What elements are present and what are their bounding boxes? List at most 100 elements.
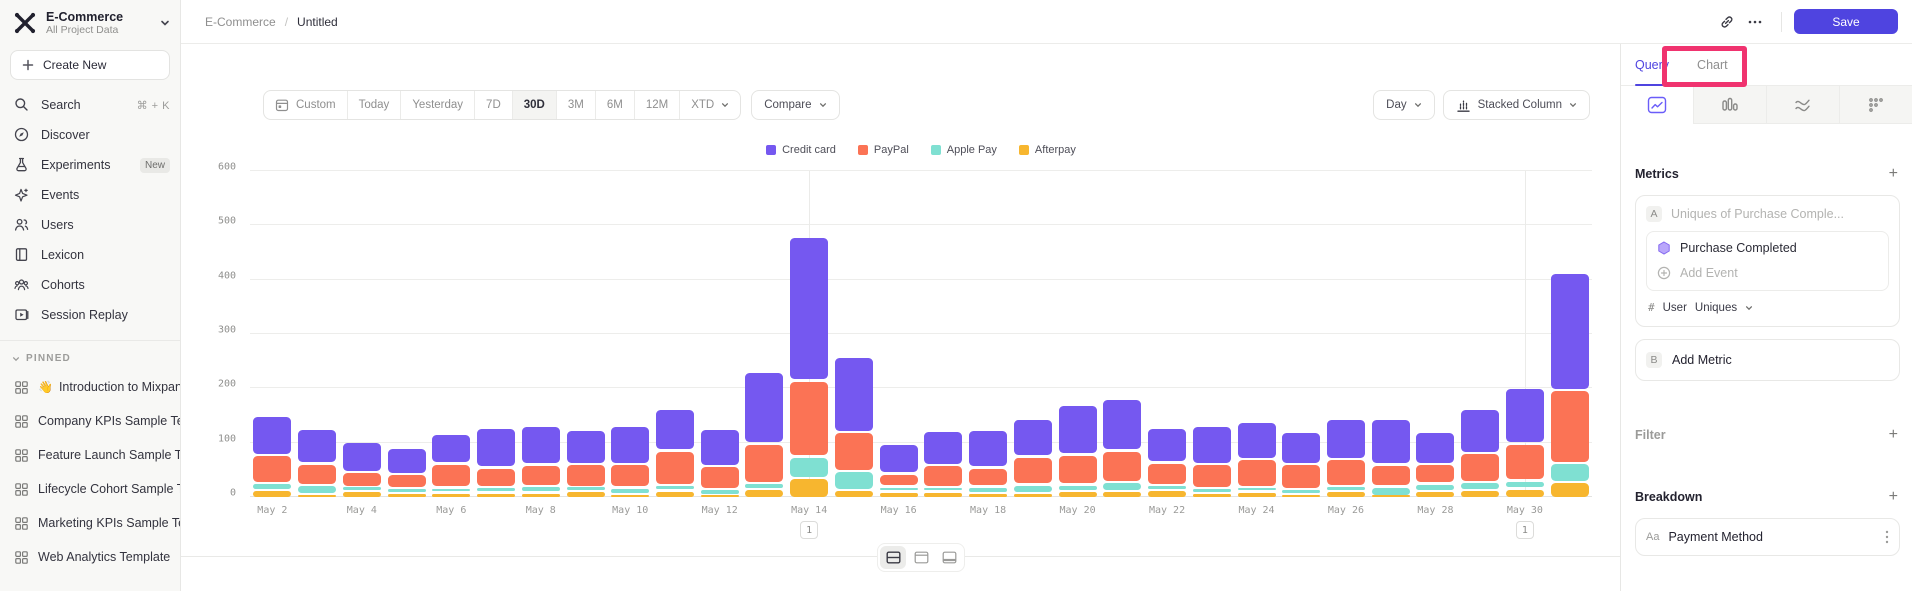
bar-segment-afterpay[interactable] (1058, 492, 1097, 497)
bar-segment-apple-pay[interactable] (342, 487, 381, 490)
bar-segment-apple-pay[interactable] (655, 486, 694, 490)
bar-segment-afterpay[interactable] (879, 492, 918, 497)
annotation-badge[interactable]: 1 (1515, 521, 1534, 539)
bar-segment-credit-card[interactable] (1103, 399, 1142, 450)
bar-segment-afterpay[interactable] (611, 494, 650, 497)
legend-item-credit-card[interactable]: Credit card (766, 144, 836, 156)
bar-segment-apple-pay[interactable] (253, 484, 292, 489)
kebab-menu-icon[interactable] (1885, 530, 1889, 544)
bar-segment-apple-pay[interactable] (387, 489, 426, 492)
bar-segment-apple-pay[interactable] (1371, 487, 1410, 495)
tab-flows[interactable] (1766, 86, 1839, 124)
bar-segment-credit-card[interactable] (521, 426, 560, 464)
save-button[interactable]: Save (1794, 9, 1898, 34)
bar-segment-paypal[interactable] (1013, 457, 1052, 484)
bar-segment-paypal[interactable] (1282, 465, 1321, 488)
event-row[interactable]: Purchase Completed (1647, 232, 1888, 264)
bar-segment-paypal[interactable] (1505, 444, 1544, 480)
sidebar-item-discover[interactable]: Discover (0, 120, 180, 150)
bar-segment-paypal[interactable] (745, 444, 784, 482)
project-switcher[interactable]: E-Commerce All Project Data (0, 0, 180, 44)
sidebar-item-cohorts[interactable]: Cohorts (0, 270, 180, 300)
bar-segment-paypal[interactable] (969, 468, 1008, 486)
pinned-board-item[interactable]: Web Analytics Template (0, 540, 180, 574)
add-event-button[interactable]: Add Event (1647, 264, 1888, 290)
bar-segment-afterpay[interactable] (1103, 492, 1142, 497)
bar-segment-paypal[interactable] (1148, 463, 1187, 484)
bar-segment-apple-pay[interactable] (700, 490, 739, 495)
tab-chart[interactable]: Chart (1697, 57, 1728, 72)
bar-segment-credit-card[interactable] (1058, 405, 1097, 453)
bar-segment-credit-card[interactable] (969, 430, 1008, 467)
bar-segment-credit-card[interactable] (924, 431, 963, 464)
bar-segment-afterpay[interactable] (1282, 494, 1321, 497)
bar-segment-paypal[interactable] (655, 451, 694, 484)
bar-segment-credit-card[interactable] (611, 426, 650, 463)
bar-segment-apple-pay[interactable] (1505, 481, 1544, 488)
sidebar-item-events[interactable]: Events (0, 180, 180, 210)
layout-toggle-panel-top[interactable] (908, 546, 934, 569)
bar-segment-credit-card[interactable] (1461, 410, 1500, 452)
bar-segment-apple-pay[interactable] (1013, 485, 1052, 492)
bar-segment-apple-pay[interactable] (1461, 483, 1500, 489)
sidebar-item-search[interactable]: Search ⌘ + K (0, 90, 180, 120)
bar-segment-apple-pay[interactable] (1416, 484, 1455, 490)
bar-segment-apple-pay[interactable] (1192, 489, 1231, 492)
bar-segment-afterpay[interactable] (745, 490, 784, 497)
date-range-yesterday[interactable]: Yesterday (401, 91, 476, 119)
bar-segment-afterpay[interactable] (566, 492, 605, 497)
bar-segment-afterpay[interactable] (1550, 483, 1589, 497)
bar-segment-credit-card[interactable] (1326, 419, 1365, 458)
bar-segment-apple-pay[interactable] (1148, 486, 1187, 489)
bar-segment-paypal[interactable] (1103, 451, 1142, 481)
bar-segment-paypal[interactable] (1058, 455, 1097, 484)
bar-segment-paypal[interactable] (342, 473, 381, 486)
bar-segment-apple-pay[interactable] (969, 487, 1008, 492)
bar-segment-apple-pay[interactable] (1103, 483, 1142, 490)
bar-segment-apple-pay[interactable] (298, 486, 337, 493)
tab-funnels[interactable] (1693, 86, 1766, 124)
bar-segment-credit-card[interactable] (834, 358, 873, 431)
tab-query[interactable]: Query (1635, 44, 1670, 86)
bar-segment-afterpay[interactable] (521, 493, 560, 497)
bar-segment-afterpay[interactable] (387, 494, 426, 497)
bar-segment-apple-pay[interactable] (521, 487, 560, 492)
bar-segment-credit-card[interactable] (477, 429, 516, 467)
bar-segment-afterpay[interactable] (298, 494, 337, 497)
bar-segment-paypal[interactable] (1416, 465, 1455, 483)
granularity-button[interactable]: Day (1373, 90, 1435, 120)
counting-entity[interactable]: User (1662, 301, 1687, 314)
compare-button[interactable]: Compare (751, 90, 840, 120)
bar-segment-afterpay[interactable] (790, 479, 829, 497)
bar-segment-apple-pay[interactable] (745, 484, 784, 488)
bar-segment-credit-card[interactable] (1237, 423, 1276, 458)
add-metric-b-button[interactable]: B Add Metric (1635, 339, 1900, 381)
bar-segment-paypal[interactable] (924, 466, 963, 487)
layout-toggle-panel-bottom[interactable] (936, 546, 962, 569)
bar-segment-credit-card[interactable] (1550, 273, 1589, 389)
add-breakdown-plus-button[interactable]: + (1888, 488, 1898, 505)
date-range-xtd[interactable]: XTD (680, 91, 740, 119)
bar-segment-credit-card[interactable] (1505, 389, 1544, 443)
bar-segment-paypal[interactable] (1192, 465, 1231, 488)
create-new-button[interactable]: Create New (10, 50, 170, 81)
bar-segment-credit-card[interactable] (1192, 427, 1231, 463)
sidebar-item-experiments[interactable]: Experiments New (0, 150, 180, 180)
bar-segment-apple-pay[interactable] (1282, 490, 1321, 493)
more-options-button[interactable] (1741, 8, 1769, 36)
layout-toggle-split-horizontal[interactable] (880, 546, 906, 569)
pinned-section-header[interactable]: PINNED (0, 349, 180, 370)
bar-segment-apple-pay[interactable] (477, 488, 516, 492)
bar-segment-apple-pay[interactable] (1550, 464, 1589, 481)
bar-segment-apple-pay[interactable] (432, 488, 471, 492)
bar-segment-apple-pay[interactable] (790, 457, 829, 477)
bar-segment-credit-card[interactable] (700, 429, 739, 465)
date-range-custom[interactable]: Custom (264, 91, 348, 119)
breadcrumb-project[interactable]: E-Commerce (205, 14, 276, 29)
bar-segment-paypal[interactable] (1550, 391, 1589, 462)
sidebar-item-users[interactable]: Users (0, 210, 180, 240)
date-range-12m[interactable]: 12M (635, 91, 681, 119)
bar-segment-afterpay[interactable] (1237, 492, 1276, 497)
bar-segment-credit-card[interactable] (790, 238, 829, 380)
bar-segment-credit-card[interactable] (298, 429, 337, 463)
